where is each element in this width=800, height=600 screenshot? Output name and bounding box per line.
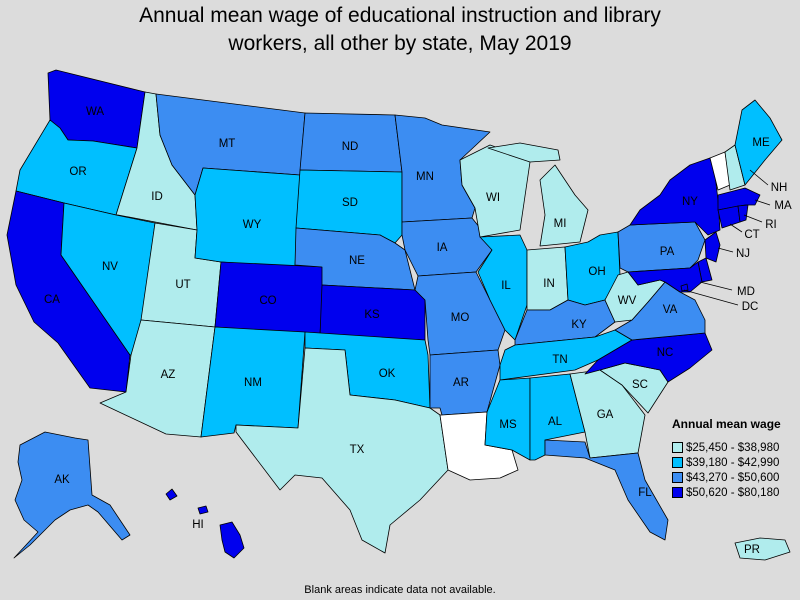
label-ID: ID <box>151 191 163 203</box>
label-WY: WY <box>243 219 262 231</box>
label-VA: VA <box>663 304 678 316</box>
label-PA: PA <box>660 246 675 258</box>
label-IN: IN <box>543 278 555 290</box>
legend: Annual mean wage $25,450 - $38,980 $39,1… <box>672 417 800 500</box>
label-GA: GA <box>597 409 614 421</box>
state-FL[interactable] <box>544 439 669 541</box>
state-WY[interactable] <box>194 167 301 268</box>
label-AR: AR <box>453 377 469 389</box>
label-leader-lines <box>683 169 771 306</box>
map-title-line-1: Annual mean wage of educational instruct… <box>139 4 661 27</box>
label-AL: AL <box>548 416 563 428</box>
label-NH: NH <box>771 182 788 194</box>
label-SD: SD <box>342 197 358 209</box>
label-CO: CO <box>259 295 276 307</box>
legend-label: $43,270 - $50,600 <box>686 471 780 484</box>
label-MI: MI <box>554 218 567 230</box>
label-SC: SC <box>632 379 648 391</box>
legend-label: $50,620 - $80,180 <box>686 486 780 499</box>
state-CT[interactable] <box>717 205 741 229</box>
label-MO: MO <box>451 312 470 324</box>
label-CA: CA <box>44 294 60 306</box>
label-OR: OR <box>69 166 86 178</box>
label-RI: RI <box>765 219 777 231</box>
label-TX: TX <box>350 444 365 456</box>
label-IA: IA <box>437 242 448 254</box>
label-IL: IL <box>501 280 511 292</box>
label-MS: MS <box>499 419 517 431</box>
footnote: Blank areas indicate data not available. <box>304 584 496 596</box>
label-NJ: NJ <box>736 248 750 260</box>
map-title: Annual mean wage of educational instruct… <box>0 2 800 58</box>
legend-swatch <box>672 472 683 483</box>
legend-swatch <box>672 487 683 498</box>
label-UT: UT <box>175 279 190 291</box>
state-RI[interactable] <box>737 204 749 223</box>
label-OK: OK <box>379 368 396 380</box>
legend-label: $25,450 - $38,980 <box>686 441 780 454</box>
label-KS: KS <box>364 309 380 321</box>
state-PR[interactable] <box>734 537 791 561</box>
legend-swatch <box>672 442 683 453</box>
legend-item: $43,270 - $50,600 <box>672 470 800 485</box>
legend-title: Annual mean wage <box>672 417 781 431</box>
label-NC: NC <box>657 347 674 359</box>
label-NM: NM <box>244 377 262 389</box>
state-IL[interactable] <box>477 234 528 341</box>
legend-item: $25,450 - $38,980 <box>672 440 800 455</box>
label-WI: WI <box>486 192 500 204</box>
label-PR: PR <box>744 544 760 556</box>
label-HI: HI <box>192 519 204 531</box>
label-AK: AK <box>54 474 70 486</box>
label-NY: NY <box>682 196 698 208</box>
legend-item: $50,620 - $80,180 <box>672 485 800 500</box>
state-MD[interactable] <box>627 261 703 293</box>
legend-swatch <box>672 457 683 468</box>
label-CT: CT <box>744 229 759 241</box>
state-KS[interactable] <box>319 284 426 341</box>
state-ME[interactable] <box>734 99 783 186</box>
label-WV: WV <box>618 295 637 307</box>
label-MD: MD <box>737 286 755 298</box>
state-DC[interactable] <box>680 283 689 292</box>
label-NV: NV <box>102 261 118 273</box>
label-WA: WA <box>86 106 104 118</box>
state-NJ[interactable] <box>704 231 721 263</box>
state-AK[interactable] <box>13 431 131 559</box>
label-ME: ME <box>752 137 770 149</box>
label-MT: MT <box>219 138 236 150</box>
state-labels: WA OR CA ID NV UT AZ MT WY CO NM ND SD N… <box>44 106 792 556</box>
state-MI[interactable] <box>487 142 589 247</box>
label-OH: OH <box>588 266 605 278</box>
label-MN: MN <box>416 171 434 183</box>
label-KY: KY <box>571 319 587 331</box>
label-FL: FL <box>638 487 652 499</box>
legend-item: $39,180 - $42,990 <box>672 455 800 470</box>
label-AZ: AZ <box>161 369 176 381</box>
label-ND: ND <box>342 141 359 153</box>
legend-label: $39,180 - $42,990 <box>686 456 780 469</box>
label-NE: NE <box>349 255 365 267</box>
state-HI[interactable] <box>165 488 245 559</box>
label-MA: MA <box>774 200 792 212</box>
state-TX[interactable] <box>235 347 449 554</box>
map-title-line-2: workers, all other by state, May 2019 <box>228 32 572 55</box>
label-TN: TN <box>552 354 567 366</box>
label-DC: DC <box>742 301 759 313</box>
